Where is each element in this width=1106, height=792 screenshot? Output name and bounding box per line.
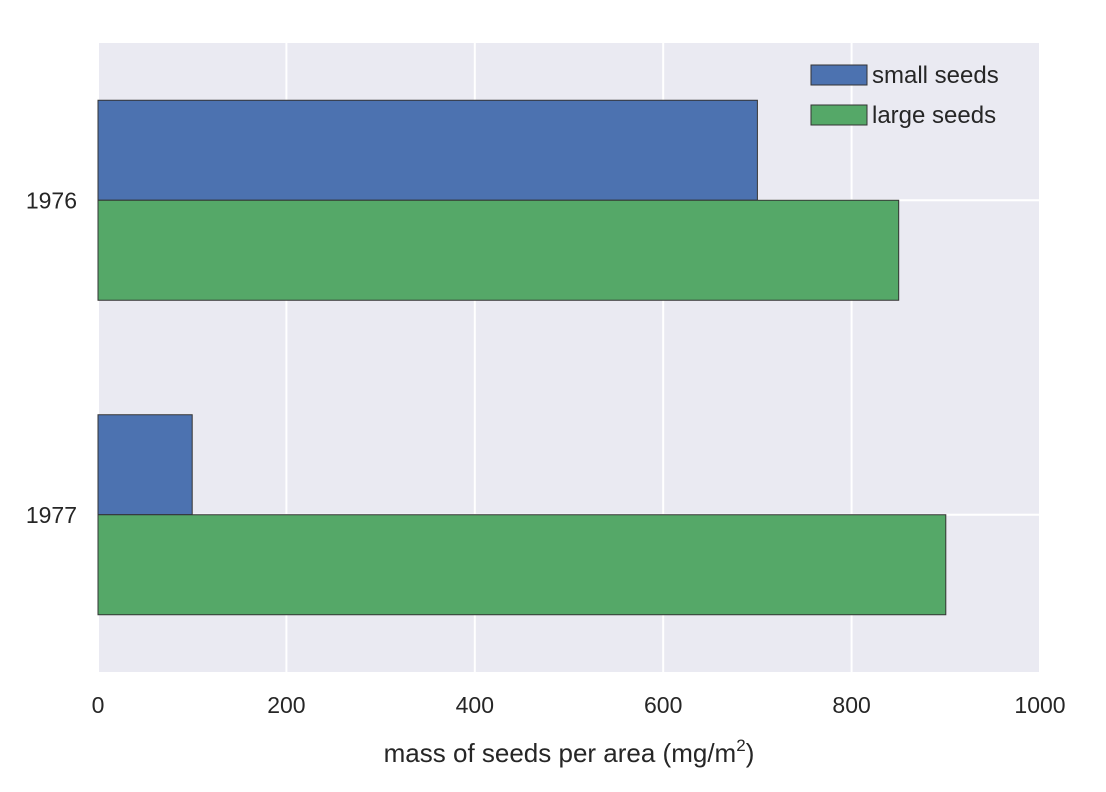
x-tick-label-800: 800 bbox=[832, 692, 870, 718]
bars bbox=[97, 99, 947, 616]
x-tick-label-200: 200 bbox=[267, 692, 305, 718]
bar-1976-large-seeds bbox=[97, 199, 900, 301]
y-tick-label-1977: 1977 bbox=[26, 502, 77, 528]
legend-swatch-small-seeds bbox=[810, 64, 868, 86]
x-axis-label-suffix: ) bbox=[746, 738, 755, 768]
x-axis-label-superscript: 2 bbox=[736, 736, 745, 755]
x-axis-label: mass of seeds per area (mg/m2) bbox=[384, 736, 755, 768]
x-tick-label-400: 400 bbox=[456, 692, 494, 718]
bar-1977-large-seeds bbox=[97, 514, 947, 616]
y-tick-labels: 1976 1977 bbox=[26, 187, 77, 528]
bar-1977-small-seeds bbox=[97, 414, 193, 516]
legend-label-large-seeds: large seeds bbox=[872, 102, 996, 129]
bar-1976-small-seeds bbox=[97, 99, 758, 201]
legend-swatch-large-seeds bbox=[810, 104, 868, 126]
y-tick-label-1976: 1976 bbox=[26, 187, 77, 213]
legend: small seeds large seeds bbox=[810, 62, 999, 129]
x-tick-label-600: 600 bbox=[644, 692, 682, 718]
x-tick-labels: 0 200 400 600 800 1000 bbox=[92, 692, 1066, 718]
x-tick-label-1000: 1000 bbox=[1014, 692, 1065, 718]
legend-label-small-seeds: small seeds bbox=[872, 62, 999, 89]
x-tick-label-0: 0 bbox=[92, 692, 105, 718]
